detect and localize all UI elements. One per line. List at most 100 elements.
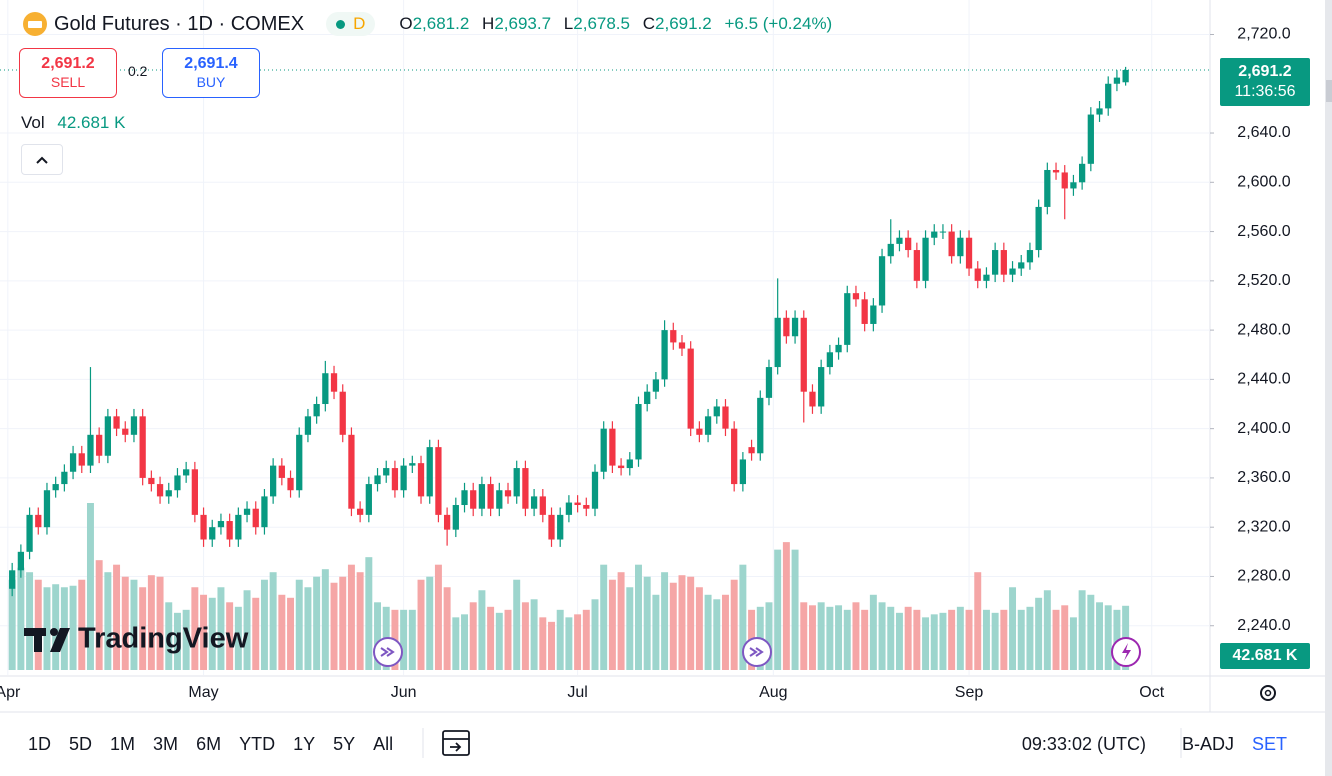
candle-body (687, 348, 694, 429)
range-button[interactable]: YTD (239, 733, 276, 754)
badge-text: D (353, 14, 366, 33)
y-tick-label: 2,480.0 (1237, 321, 1290, 338)
candle-body (1018, 262, 1025, 269)
candle-body (931, 231, 938, 238)
candle-body (1026, 250, 1034, 263)
volume-bar (608, 579, 616, 670)
range-button[interactable]: 3M (153, 733, 179, 754)
date-range-icon[interactable] (442, 730, 470, 756)
candle-body (617, 465, 625, 469)
volume-bar (443, 587, 451, 670)
settlement-button[interactable]: SET (1251, 733, 1287, 754)
volume-bar (217, 587, 225, 670)
candle-body (739, 459, 747, 485)
candle-body (78, 453, 85, 466)
settings-icon[interactable] (1260, 685, 1276, 701)
volume-bar (69, 585, 77, 670)
volume-bar (321, 569, 329, 670)
candle-body (496, 490, 503, 509)
range-button[interactable]: 5D (69, 733, 93, 754)
volume-bar (469, 602, 477, 670)
range-button[interactable]: 1D (28, 733, 52, 754)
candle-body (661, 330, 668, 380)
clock[interactable]: 09:33:02 (UTC) (1021, 733, 1146, 754)
y-tick-label: 2,560.0 (1237, 223, 1290, 240)
range-button[interactable]: 1M (110, 733, 136, 754)
volume-bar (721, 594, 729, 670)
candle-body (365, 484, 372, 515)
candle-body (1035, 206, 1042, 251)
candle-body (861, 299, 868, 324)
symbol-title[interactable]: Gold Futures · 1D · COMEX (54, 12, 305, 35)
volume-bar (530, 599, 538, 670)
candle-body (887, 243, 894, 257)
y-tick-label: 2,320.0 (1237, 518, 1290, 535)
volume-bar (1052, 609, 1060, 670)
high-value: 2,693.7 (494, 14, 552, 33)
range-button[interactable]: 6M (196, 733, 222, 754)
sell-price: 2,691.2 (41, 55, 95, 72)
volume-bar (139, 587, 147, 670)
volume-bar (991, 612, 999, 670)
candle-body (609, 428, 616, 466)
candle-body (948, 231, 955, 257)
collapse-button[interactable] (21, 144, 63, 175)
volume-bar (208, 597, 216, 670)
volume-bar (1017, 609, 1025, 670)
volume-bar (843, 609, 851, 670)
candle-body (304, 416, 312, 435)
candle-body (722, 406, 729, 429)
candle-body (557, 514, 564, 540)
candle-body (287, 477, 294, 491)
volume-bar (695, 587, 703, 670)
candle-body (922, 237, 929, 281)
candle-body (261, 496, 268, 528)
volume-bar (904, 606, 912, 670)
adjust-button[interactable]: B-ADJ (1181, 733, 1234, 754)
candle-body (235, 514, 242, 540)
event-icon[interactable] (742, 637, 772, 667)
market-status[interactable]: D (326, 12, 376, 36)
candle-body (226, 521, 233, 540)
candle-body (791, 317, 799, 337)
volume-bar (478, 590, 486, 670)
volume-bar (226, 602, 234, 670)
candle-body (209, 527, 216, 540)
volume-bar (86, 503, 94, 670)
scroll-thumb[interactable] (1326, 80, 1332, 102)
range-button[interactable]: 5Y (333, 733, 356, 754)
volume-bar (287, 597, 295, 670)
sell-button[interactable]: 2,691.2 SELL (19, 48, 117, 98)
candle-body (905, 237, 912, 251)
volume-bar (661, 572, 669, 670)
candle-body (765, 367, 773, 398)
volume-bar (313, 576, 321, 670)
volume-bar (295, 579, 303, 670)
volume-bar (165, 602, 173, 670)
candle-body (844, 293, 851, 345)
candle-body (1087, 114, 1094, 164)
candle-body (113, 416, 120, 429)
volume-bar (556, 609, 564, 670)
x-tick-label: Jun (391, 684, 417, 701)
candle-body (122, 428, 129, 435)
last-price: 2,691.2 (1238, 63, 1292, 80)
volume-bar (356, 572, 364, 670)
range-button[interactable]: 1Y (293, 733, 316, 754)
low-label: L (563, 14, 574, 33)
range-button[interactable]: All (373, 733, 394, 754)
candle-body (809, 391, 816, 407)
volume-bar (539, 617, 547, 670)
event-icon[interactable] (373, 637, 403, 667)
volume-bar (1043, 590, 1051, 670)
buy-button[interactable]: 2,691.4 BUY (162, 48, 260, 98)
candle-body (174, 475, 181, 491)
event-icon[interactable] (1111, 637, 1141, 667)
volume-bar (452, 617, 460, 670)
volume-bar (1113, 609, 1121, 670)
candle-body (461, 490, 468, 506)
candle-body (296, 434, 303, 491)
volume-bar (704, 594, 712, 670)
candle-body (965, 237, 973, 269)
volume-bar (878, 602, 886, 670)
